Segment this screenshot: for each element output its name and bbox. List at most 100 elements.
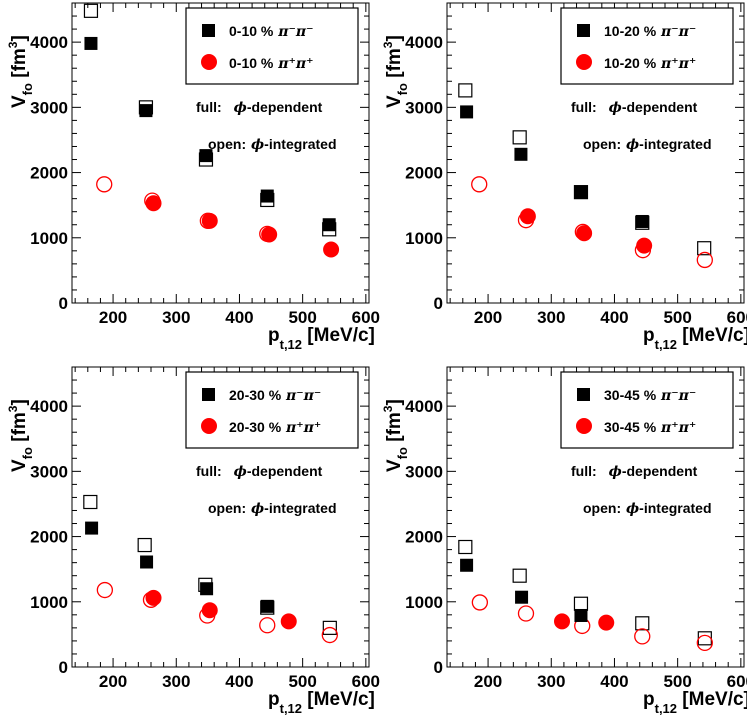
note-open: open: ϕ-integrated	[583, 136, 712, 153]
x-tick-label: 500	[663, 672, 691, 691]
y-tick-label: 2000	[405, 164, 443, 183]
x-tick-label: 300	[162, 308, 190, 327]
data-point-circle-filled	[201, 602, 218, 619]
x-tick-label: 500	[288, 308, 316, 327]
x-tick-label: 600	[352, 308, 380, 327]
legend-label-neg: 10-20 % π⁻π⁻	[604, 23, 696, 40]
y-axis-label: Vfo [fm3]	[381, 35, 410, 108]
y-tick-label: 1000	[405, 229, 443, 248]
data-point-circle-open	[634, 628, 651, 645]
data-point-circle-open	[517, 605, 535, 622]
data-point-square-filled	[140, 555, 154, 569]
data-point-square-filled	[574, 608, 588, 622]
note-full: full: ϕ-dependent	[571, 463, 698, 480]
data-point-square-open	[697, 631, 712, 646]
data-point-circle-filled	[598, 614, 615, 631]
legend-marker-pos	[576, 54, 592, 70]
data-point-square-open	[137, 537, 152, 553]
legend-label-neg: 20-30 % π⁻π⁻	[229, 387, 321, 404]
legend-label-neg: 0-10 % π⁻π⁻	[229, 23, 314, 40]
legend-marker-pos	[576, 418, 592, 434]
y-tick-label: 4000	[30, 397, 68, 416]
data-point-square-open	[512, 130, 527, 145]
x-tick-label: 400	[600, 308, 628, 327]
legend-marker-pos	[201, 54, 217, 70]
chart-panel-bottom-right: 200 300 400 500 600 0 1000 2000 3000 4000 pt,12 [M…	[381, 366, 747, 716]
x-tick-label: 600	[727, 308, 747, 327]
x-axis-label: pt,12 [MeV/c]	[643, 325, 747, 352]
legend-label-pos: 10-20 % π⁺π⁺	[604, 55, 696, 72]
data-point-square-open	[83, 494, 98, 510]
plot-frame	[446, 366, 745, 668]
data-point-circle-filled	[145, 589, 162, 606]
data-point-circle-filled	[280, 613, 297, 630]
legend: 10-20 % π⁻π⁻ 10-20 % π⁺π⁺	[560, 7, 734, 85]
data-point-square-filled	[635, 214, 649, 228]
data-point-circle-filled	[636, 237, 653, 254]
legend-marker-neg	[577, 24, 590, 37]
data-point-square-filled	[84, 36, 98, 50]
data-point-square-open	[512, 568, 527, 583]
x-tick-label: 600	[727, 672, 747, 691]
x-axis-label: pt,12 [MeV/c]	[643, 689, 747, 716]
x-tick-label: 400	[600, 672, 628, 691]
note-full: full: ϕ-dependent	[571, 99, 698, 116]
x-axis-label: pt,12 [MeV/c]	[268, 325, 375, 352]
legend-marker-neg	[202, 388, 215, 401]
plot-frame	[71, 366, 370, 668]
x-tick-label: 500	[663, 308, 691, 327]
plot-frame	[71, 2, 370, 304]
chart-panel-top-left: 200 300 400 500 600 0 1000 2000 3000 4000 pt,12 [M…	[6, 2, 380, 352]
x-axis-label: pt,12 [MeV/c]	[268, 689, 375, 716]
data-point-circle-open	[321, 626, 338, 644]
legend-label-pos: 20-30 % π⁺π⁺	[229, 419, 321, 436]
x-tick-label: 200	[474, 308, 502, 327]
note-open: open: ϕ-integrated	[208, 500, 337, 517]
chart-panel-top-right: 200 300 400 500 600 0 1000 2000 3000 4000 pt,12 [M…	[381, 2, 747, 352]
x-tick-label: 200	[474, 672, 502, 691]
x-tick-label: 200	[99, 308, 127, 327]
data-point-circle-filled	[519, 208, 536, 225]
y-tick-label: 0	[434, 294, 443, 313]
data-point-circle-filled	[554, 613, 571, 630]
x-tick-label: 300	[162, 672, 190, 691]
data-point-circle-open	[96, 581, 114, 599]
y-tick-label: 2000	[30, 528, 68, 547]
data-point-circle-filled	[576, 225, 593, 242]
data-point-circle-filled	[201, 212, 218, 229]
note-full: full: ϕ-dependent	[196, 99, 323, 116]
data-point-circle-filled	[145, 195, 162, 212]
y-axis-label: Vfo [fm3]	[6, 399, 35, 472]
data-point-square-filled	[199, 149, 213, 163]
data-point-square-filled	[515, 590, 529, 604]
data-point-circle-open	[471, 176, 488, 193]
y-tick-label: 4000	[405, 33, 443, 52]
legend-marker-pos	[201, 418, 217, 434]
data-point-square-open	[697, 241, 712, 256]
y-tick-label: 0	[59, 658, 68, 677]
data-point-square-open	[83, 3, 99, 18]
x-tick-label: 500	[288, 672, 316, 691]
note-full: full: ϕ-dependent	[196, 463, 323, 480]
x-tick-label: 400	[225, 308, 253, 327]
data-point-square-open	[458, 539, 473, 555]
y-tick-label: 1000	[405, 593, 443, 612]
y-tick-label: 1000	[30, 593, 68, 612]
y-tick-label: 3000	[30, 462, 68, 481]
legend-box	[185, 371, 359, 449]
y-tick-label: 2000	[405, 528, 443, 547]
data-point-square-open	[458, 83, 473, 98]
y-axis-label: Vfo [fm3]	[381, 399, 410, 472]
y-tick-label: 4000	[405, 397, 443, 416]
data-point-circle-filled	[323, 241, 340, 258]
legend-label-pos: 30-45 % π⁺π⁺	[604, 419, 696, 436]
data-point-circle-open	[471, 594, 489, 611]
plot-frame	[446, 2, 745, 304]
legend-marker-neg	[202, 24, 215, 37]
legend-label-pos: 0-10 % π⁺π⁺	[229, 55, 314, 72]
data-point-square-open	[322, 620, 337, 635]
data-point-square-open	[635, 616, 650, 631]
data-point-circle-open	[696, 634, 713, 652]
data-point-circle-open	[696, 251, 713, 269]
